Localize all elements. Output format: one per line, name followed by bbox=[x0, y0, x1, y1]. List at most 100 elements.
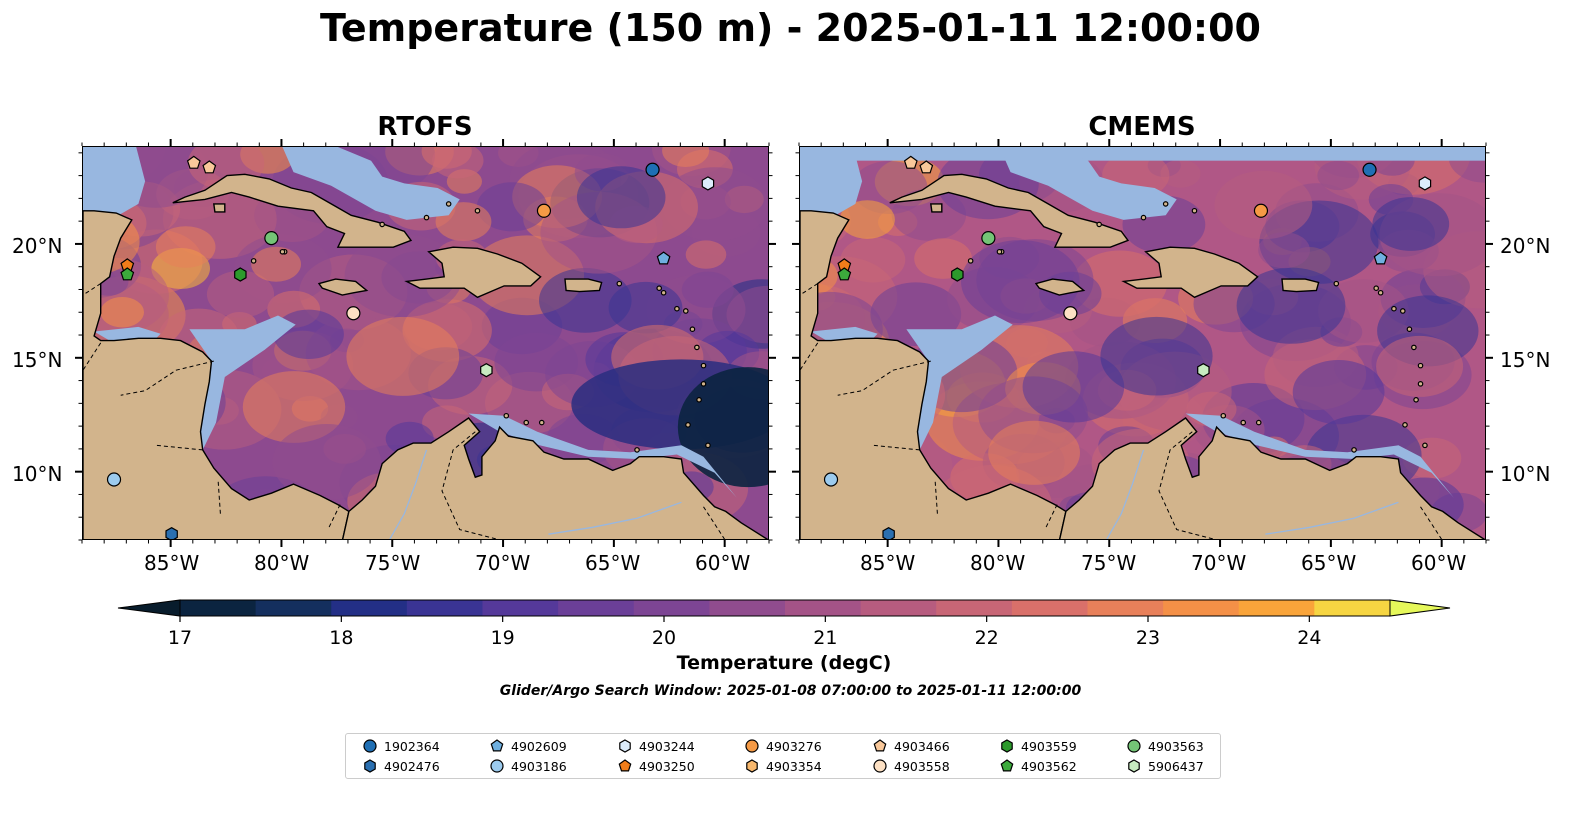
lat-label-10n: 10°N bbox=[12, 462, 63, 486]
figure-title: Temperature (150 m) - 2025-01-11 12:00:0… bbox=[319, 6, 1261, 50]
legend-label: 4903244 bbox=[639, 738, 695, 754]
lat-label-10n-r: 10°N bbox=[1500, 462, 1551, 486]
colorbar-tick-17: 17 bbox=[168, 627, 192, 649]
colorbar-tick-23: 23 bbox=[1136, 627, 1160, 649]
legend-marker-hexagon-icon bbox=[1001, 739, 1013, 753]
lat-label-15n: 15°N bbox=[12, 348, 63, 372]
colorbar-tick-19: 19 bbox=[491, 627, 515, 649]
legend-item-4903276: 4903276 bbox=[744, 738, 822, 754]
legend-marker-hexagon-icon bbox=[1128, 759, 1140, 773]
axis-ticks bbox=[75, 139, 1493, 547]
map-panel-rtofs bbox=[82, 146, 769, 540]
colorbar: 17 18 19 20 21 22 23 24 bbox=[117, 599, 1451, 649]
legend-label: 4903563 bbox=[1148, 738, 1204, 754]
lon-label-70w: 70°W bbox=[475, 551, 531, 575]
map-cmems-svg bbox=[800, 147, 1485, 539]
map-panel-cmems bbox=[799, 146, 1486, 540]
legend-item-4903354: 4903354 bbox=[744, 758, 822, 774]
legend-label: 4903276 bbox=[766, 738, 822, 754]
float-marker-5906437 bbox=[480, 363, 493, 378]
float-marker-1902364 bbox=[645, 162, 660, 177]
lon-label-75w-r: 75°W bbox=[1081, 551, 1137, 575]
float-marker-4903563 bbox=[264, 230, 279, 246]
lon-label-80w-r: 80°W bbox=[970, 551, 1026, 575]
lat-label-20n-r: 20°N bbox=[1500, 234, 1551, 258]
float-marker-4903558 bbox=[1063, 306, 1078, 321]
legend-item-4902609: 4902609 bbox=[489, 738, 567, 754]
float-marker-4902476 bbox=[165, 527, 178, 539]
legend-marker-pentagon-icon bbox=[618, 759, 632, 772]
legend-label: 5906437 bbox=[1148, 758, 1204, 774]
colorbar-tick-18: 18 bbox=[329, 627, 353, 649]
legend-marker-circle-icon bbox=[490, 759, 504, 773]
legend-label: 4903250 bbox=[639, 758, 695, 774]
legend-item-4903559: 4903559 bbox=[999, 738, 1077, 754]
float-marker-4903562 bbox=[837, 267, 852, 281]
lon-label-65w-r: 65°W bbox=[1301, 551, 1357, 575]
colorbar-label: Temperature (degC) bbox=[676, 652, 892, 674]
legend-item-4903466: 4903466 bbox=[872, 738, 950, 754]
map-rtofs-svg bbox=[83, 147, 768, 539]
legend-marker-hexagon-icon bbox=[746, 759, 758, 773]
panel-title-cmems: CMEMS bbox=[1088, 112, 1196, 142]
legend-item-1902364: 1902364 bbox=[362, 738, 440, 754]
colorbar-tick-20: 20 bbox=[652, 627, 676, 649]
float-marker-4903563 bbox=[981, 230, 996, 246]
legend-item-4903250: 4903250 bbox=[617, 758, 695, 774]
lon-label-80w: 80°W bbox=[254, 551, 310, 575]
legend-item-4903244: 4903244 bbox=[617, 738, 695, 754]
colorbar-tick-24: 24 bbox=[1297, 627, 1321, 649]
legend-item-4903562: 4903562 bbox=[999, 758, 1077, 774]
colorbar-tick-22: 22 bbox=[975, 627, 999, 649]
legend-label: 4903186 bbox=[511, 758, 567, 774]
float-marker-4903466 bbox=[186, 155, 201, 169]
lon-label-65w: 65°W bbox=[585, 551, 641, 575]
legend-item-4903563: 4903563 bbox=[1126, 738, 1204, 754]
legend-marker-circle-icon bbox=[363, 739, 377, 753]
float-marker-4903559 bbox=[234, 267, 247, 282]
float-marker-4903244 bbox=[701, 176, 715, 191]
lon-label-70w-r: 70°W bbox=[1191, 551, 1247, 575]
float-marker-4903558 bbox=[346, 306, 361, 321]
float-marker-1902364 bbox=[1362, 162, 1377, 177]
float-marker-4903276 bbox=[1253, 203, 1269, 218]
lon-label-60w: 60°W bbox=[695, 551, 751, 575]
legend-label: 1902364 bbox=[384, 738, 440, 754]
legend-marker-circle-icon bbox=[745, 739, 759, 753]
float-marker-4903466 bbox=[903, 155, 918, 169]
lat-label-15n-r: 15°N bbox=[1500, 348, 1551, 372]
legend-marker-pentagon-icon bbox=[490, 739, 504, 752]
float-marker-4903466 bbox=[919, 160, 934, 174]
legend-label: 4903559 bbox=[1021, 738, 1077, 754]
float-marker-4903562 bbox=[120, 267, 135, 281]
float-marker-4902609 bbox=[1373, 251, 1388, 265]
lon-label-85w-r: 85°W bbox=[860, 551, 916, 575]
float-legend: 1902364 4902476 4902609 4903186 4903244 49032… bbox=[345, 733, 1221, 779]
float-marker-4903559 bbox=[951, 267, 964, 282]
legend-label: 4903466 bbox=[894, 738, 950, 754]
float-marker-4903276 bbox=[536, 203, 552, 218]
float-marker-4903186 bbox=[823, 472, 839, 487]
float-marker-4903186 bbox=[106, 472, 122, 487]
lon-label-60w-r: 60°W bbox=[1411, 551, 1467, 575]
search-window-text: Glider/Argo Search Window: 2025-01-08 07… bbox=[499, 683, 1082, 699]
legend-marker-circle-icon bbox=[873, 759, 887, 773]
legend-marker-hexagon-icon bbox=[619, 739, 631, 753]
legend-label: 4902476 bbox=[384, 758, 440, 774]
lon-label-85w: 85°W bbox=[144, 551, 200, 575]
float-marker-4902609 bbox=[656, 251, 671, 265]
panel-title-rtofs: RTOFS bbox=[377, 112, 473, 142]
legend-item-4902476: 4902476 bbox=[362, 758, 440, 774]
legend-label: 4902609 bbox=[511, 738, 567, 754]
float-marker-4903466 bbox=[202, 160, 217, 174]
float-marker-4903244 bbox=[1418, 176, 1432, 191]
lat-label-20n: 20°N bbox=[12, 234, 63, 258]
float-marker-5906437 bbox=[1197, 363, 1210, 378]
legend-marker-pentagon-icon bbox=[1000, 759, 1014, 772]
legend-item-4903558: 4903558 bbox=[872, 758, 950, 774]
colorbar-tick-21: 21 bbox=[813, 627, 837, 649]
legend-label: 4903562 bbox=[1021, 758, 1077, 774]
legend-marker-pentagon-icon bbox=[873, 739, 887, 752]
legend-item-5906437: 5906437 bbox=[1126, 758, 1204, 774]
legend-label: 4903558 bbox=[894, 758, 950, 774]
